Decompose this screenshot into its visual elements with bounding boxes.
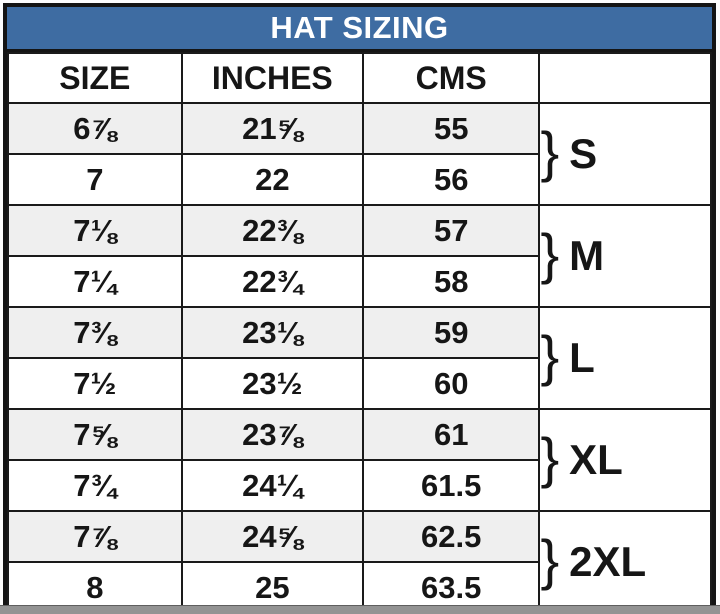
size-cell: 7⅞ xyxy=(7,510,183,563)
table-row: 7⅜ 23⅛ 59 } L xyxy=(7,306,712,410)
group-brace: } xyxy=(540,323,560,387)
table-row: 7¾ 24¼ 61.5 xyxy=(7,459,711,512)
hat-sizing-table: HAT SIZING SIZE INCHES CMS 6⅞ 21⅝ 55 } xyxy=(3,3,716,614)
inches-cell: 21⅝ xyxy=(180,102,365,155)
size-group-cell-xl: } XL xyxy=(538,408,712,512)
cms-cell: 56 xyxy=(361,153,541,206)
cms-cell: 59 xyxy=(361,306,541,359)
cms-cell: 62.5 xyxy=(361,510,541,563)
group-label: L xyxy=(569,333,595,381)
inches-cell: 24¼ xyxy=(180,459,365,512)
cms-cell: 61 xyxy=(361,408,541,461)
size-group-cell-m: } M xyxy=(538,204,712,308)
inches-cell: 23⅞ xyxy=(180,408,365,461)
size-group-cell-2xl: } 2XL xyxy=(538,510,712,614)
size-cell: 7⅝ xyxy=(7,408,183,461)
size-group-cell-l: } L xyxy=(538,306,712,410)
group-brace: } xyxy=(540,221,560,285)
group-label: XL xyxy=(569,435,623,483)
size-cell: 7¼ xyxy=(7,255,183,308)
photo-bottom-edge xyxy=(0,605,720,614)
group-label: 2XL xyxy=(569,537,647,585)
column-header-group xyxy=(538,52,712,104)
size-group-cell-s: } S xyxy=(538,102,712,206)
table-row: 7⅞ 24⅝ 62.5 } 2XL xyxy=(7,510,712,614)
cms-cell: 58 xyxy=(361,255,541,308)
column-header-cms: CMS xyxy=(361,52,541,104)
cms-cell: 55 xyxy=(361,102,541,155)
size-cell: 6⅞ xyxy=(7,102,183,155)
size-cell: 7⅛ xyxy=(7,204,183,257)
table-row: 6⅞ 21⅝ 55 } S xyxy=(7,102,712,206)
group-brace: } xyxy=(540,527,560,591)
size-cell: 7⅜ xyxy=(7,306,183,359)
table-title-bar: HAT SIZING xyxy=(7,7,712,52)
column-header-size: SIZE xyxy=(7,52,183,104)
cms-cell: 57 xyxy=(361,204,541,257)
cms-cell: 61.5 xyxy=(361,459,541,512)
table-row: 7 22 56 xyxy=(7,153,711,206)
size-cell: 7½ xyxy=(7,357,183,410)
table-row: 7¼ 22¾ 58 xyxy=(7,255,711,308)
inches-cell: 22⅜ xyxy=(180,204,365,257)
size-cell: 7 xyxy=(7,153,183,206)
inches-cell: 23½ xyxy=(180,357,365,410)
table-row: 7⅛ 22⅜ 57 } M xyxy=(7,204,712,308)
inches-cell: 22 xyxy=(180,153,365,206)
header-row: SIZE INCHES CMS xyxy=(7,52,712,104)
inches-cell: 22¾ xyxy=(180,255,365,308)
table-title: HAT SIZING xyxy=(270,10,449,45)
table-row: 7½ 23½ 60 xyxy=(7,357,711,410)
inches-cell: 23⅛ xyxy=(180,306,365,359)
size-cell: 7¾ xyxy=(7,459,183,512)
group-brace: } xyxy=(540,119,560,183)
cms-cell: 60 xyxy=(361,357,541,410)
sizing-table: SIZE INCHES CMS 6⅞ 21⅝ 55 } S 7 22 xyxy=(7,52,712,614)
group-label: M xyxy=(569,231,605,279)
group-label: S xyxy=(569,129,598,177)
group-brace: } xyxy=(540,425,560,489)
inches-cell: 24⅝ xyxy=(180,510,365,563)
table-row: 7⅝ 23⅞ 61 } XL xyxy=(7,408,712,512)
column-header-inches: INCHES xyxy=(180,52,365,104)
